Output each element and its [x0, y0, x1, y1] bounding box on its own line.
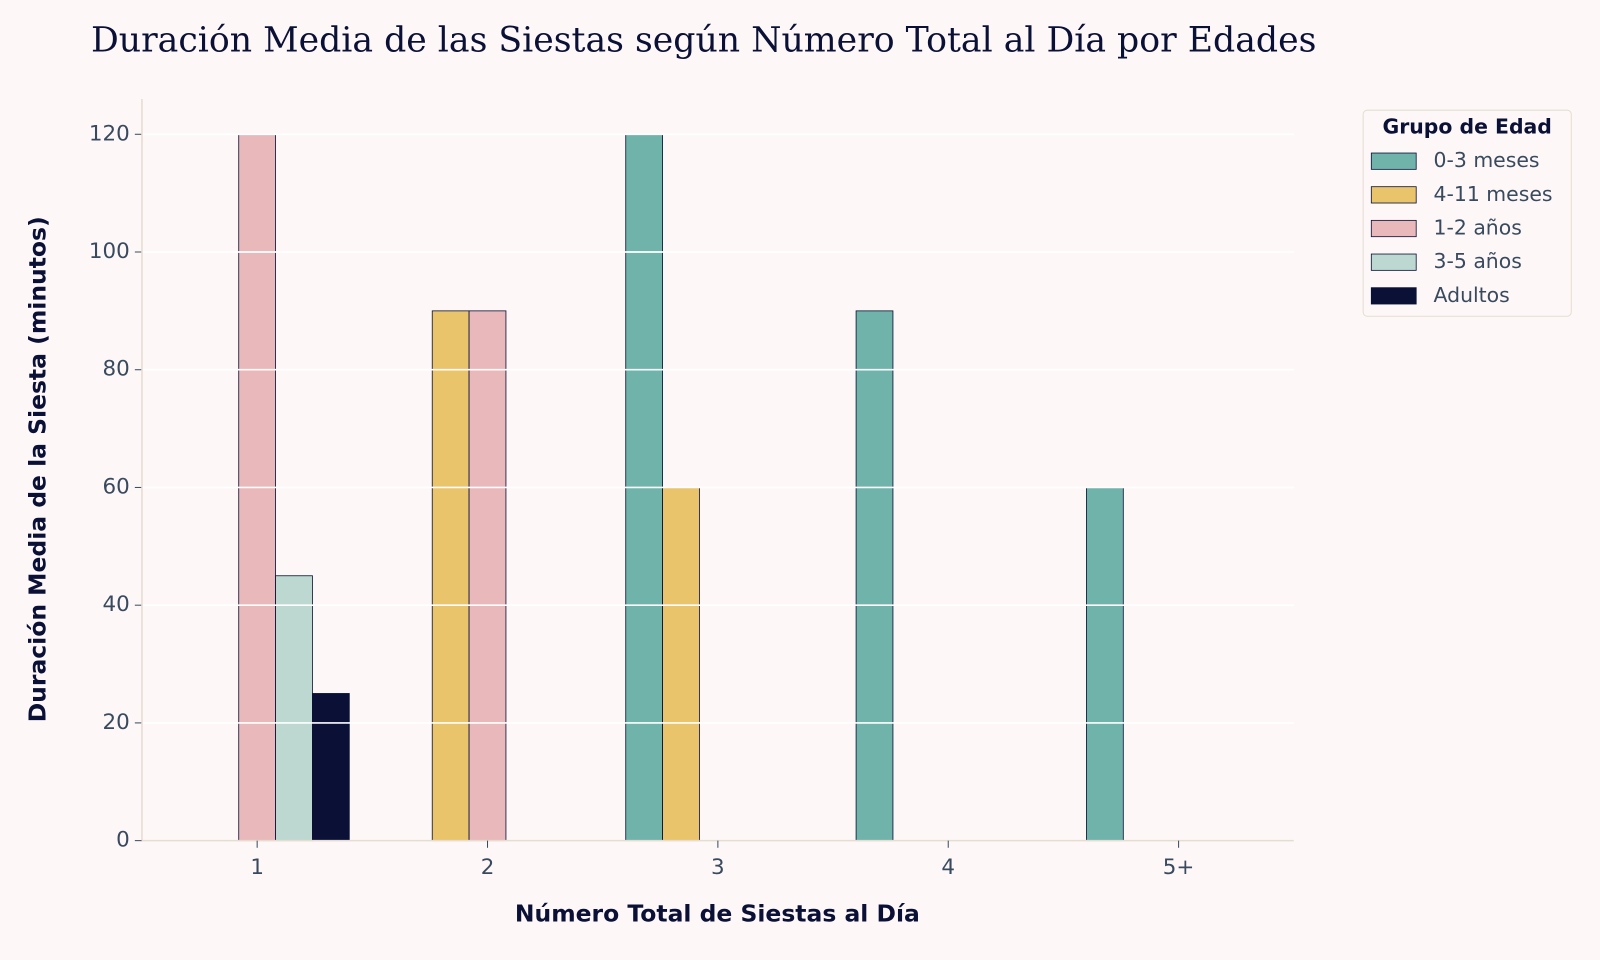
x-tick-label: 1 [250, 855, 264, 880]
y-tick-label: 120 [89, 121, 130, 146]
legend-label: 1-2 años [1434, 216, 1522, 240]
legend-swatch [1370, 253, 1417, 271]
bar [855, 310, 894, 842]
y-tick-label: 40 [102, 592, 129, 617]
y-tick-label: 80 [102, 357, 129, 382]
bar [275, 575, 313, 842]
y-tick-label: 60 [102, 474, 129, 499]
legend-swatch [1370, 186, 1417, 204]
bar [431, 310, 470, 842]
legend-label: 3-5 años [1434, 249, 1522, 273]
bar [468, 310, 507, 842]
bar [1086, 487, 1124, 842]
legend-label: 0-3 meses [1434, 148, 1540, 172]
chart-title: Duración Media de las Siestas según Núme… [91, 20, 1316, 60]
legend-label: 4-11 meses [1434, 182, 1553, 206]
x-axis-label: Número Total de Siestas al Día [515, 900, 920, 928]
y-tick-label: 0 [116, 828, 130, 853]
legend-swatch [1370, 287, 1417, 305]
y-axis-label: Duración Media de la Siesta (minutos) [23, 216, 51, 722]
y-tick-label: 100 [89, 239, 130, 264]
legend-swatch [1370, 219, 1417, 238]
legend-swatch [1370, 152, 1417, 170]
x-tick-label: 2 [481, 855, 495, 880]
x-tick-label: 4 [941, 855, 955, 880]
bar [312, 693, 350, 842]
x-tick-label: 3 [711, 855, 725, 880]
legend-title: Grupo de Edad [1382, 115, 1551, 139]
x-tick-label: 5+ [1163, 855, 1195, 880]
y-tick-label: 20 [102, 710, 129, 735]
bar [662, 487, 700, 842]
legend-label: Adultos [1434, 283, 1510, 307]
